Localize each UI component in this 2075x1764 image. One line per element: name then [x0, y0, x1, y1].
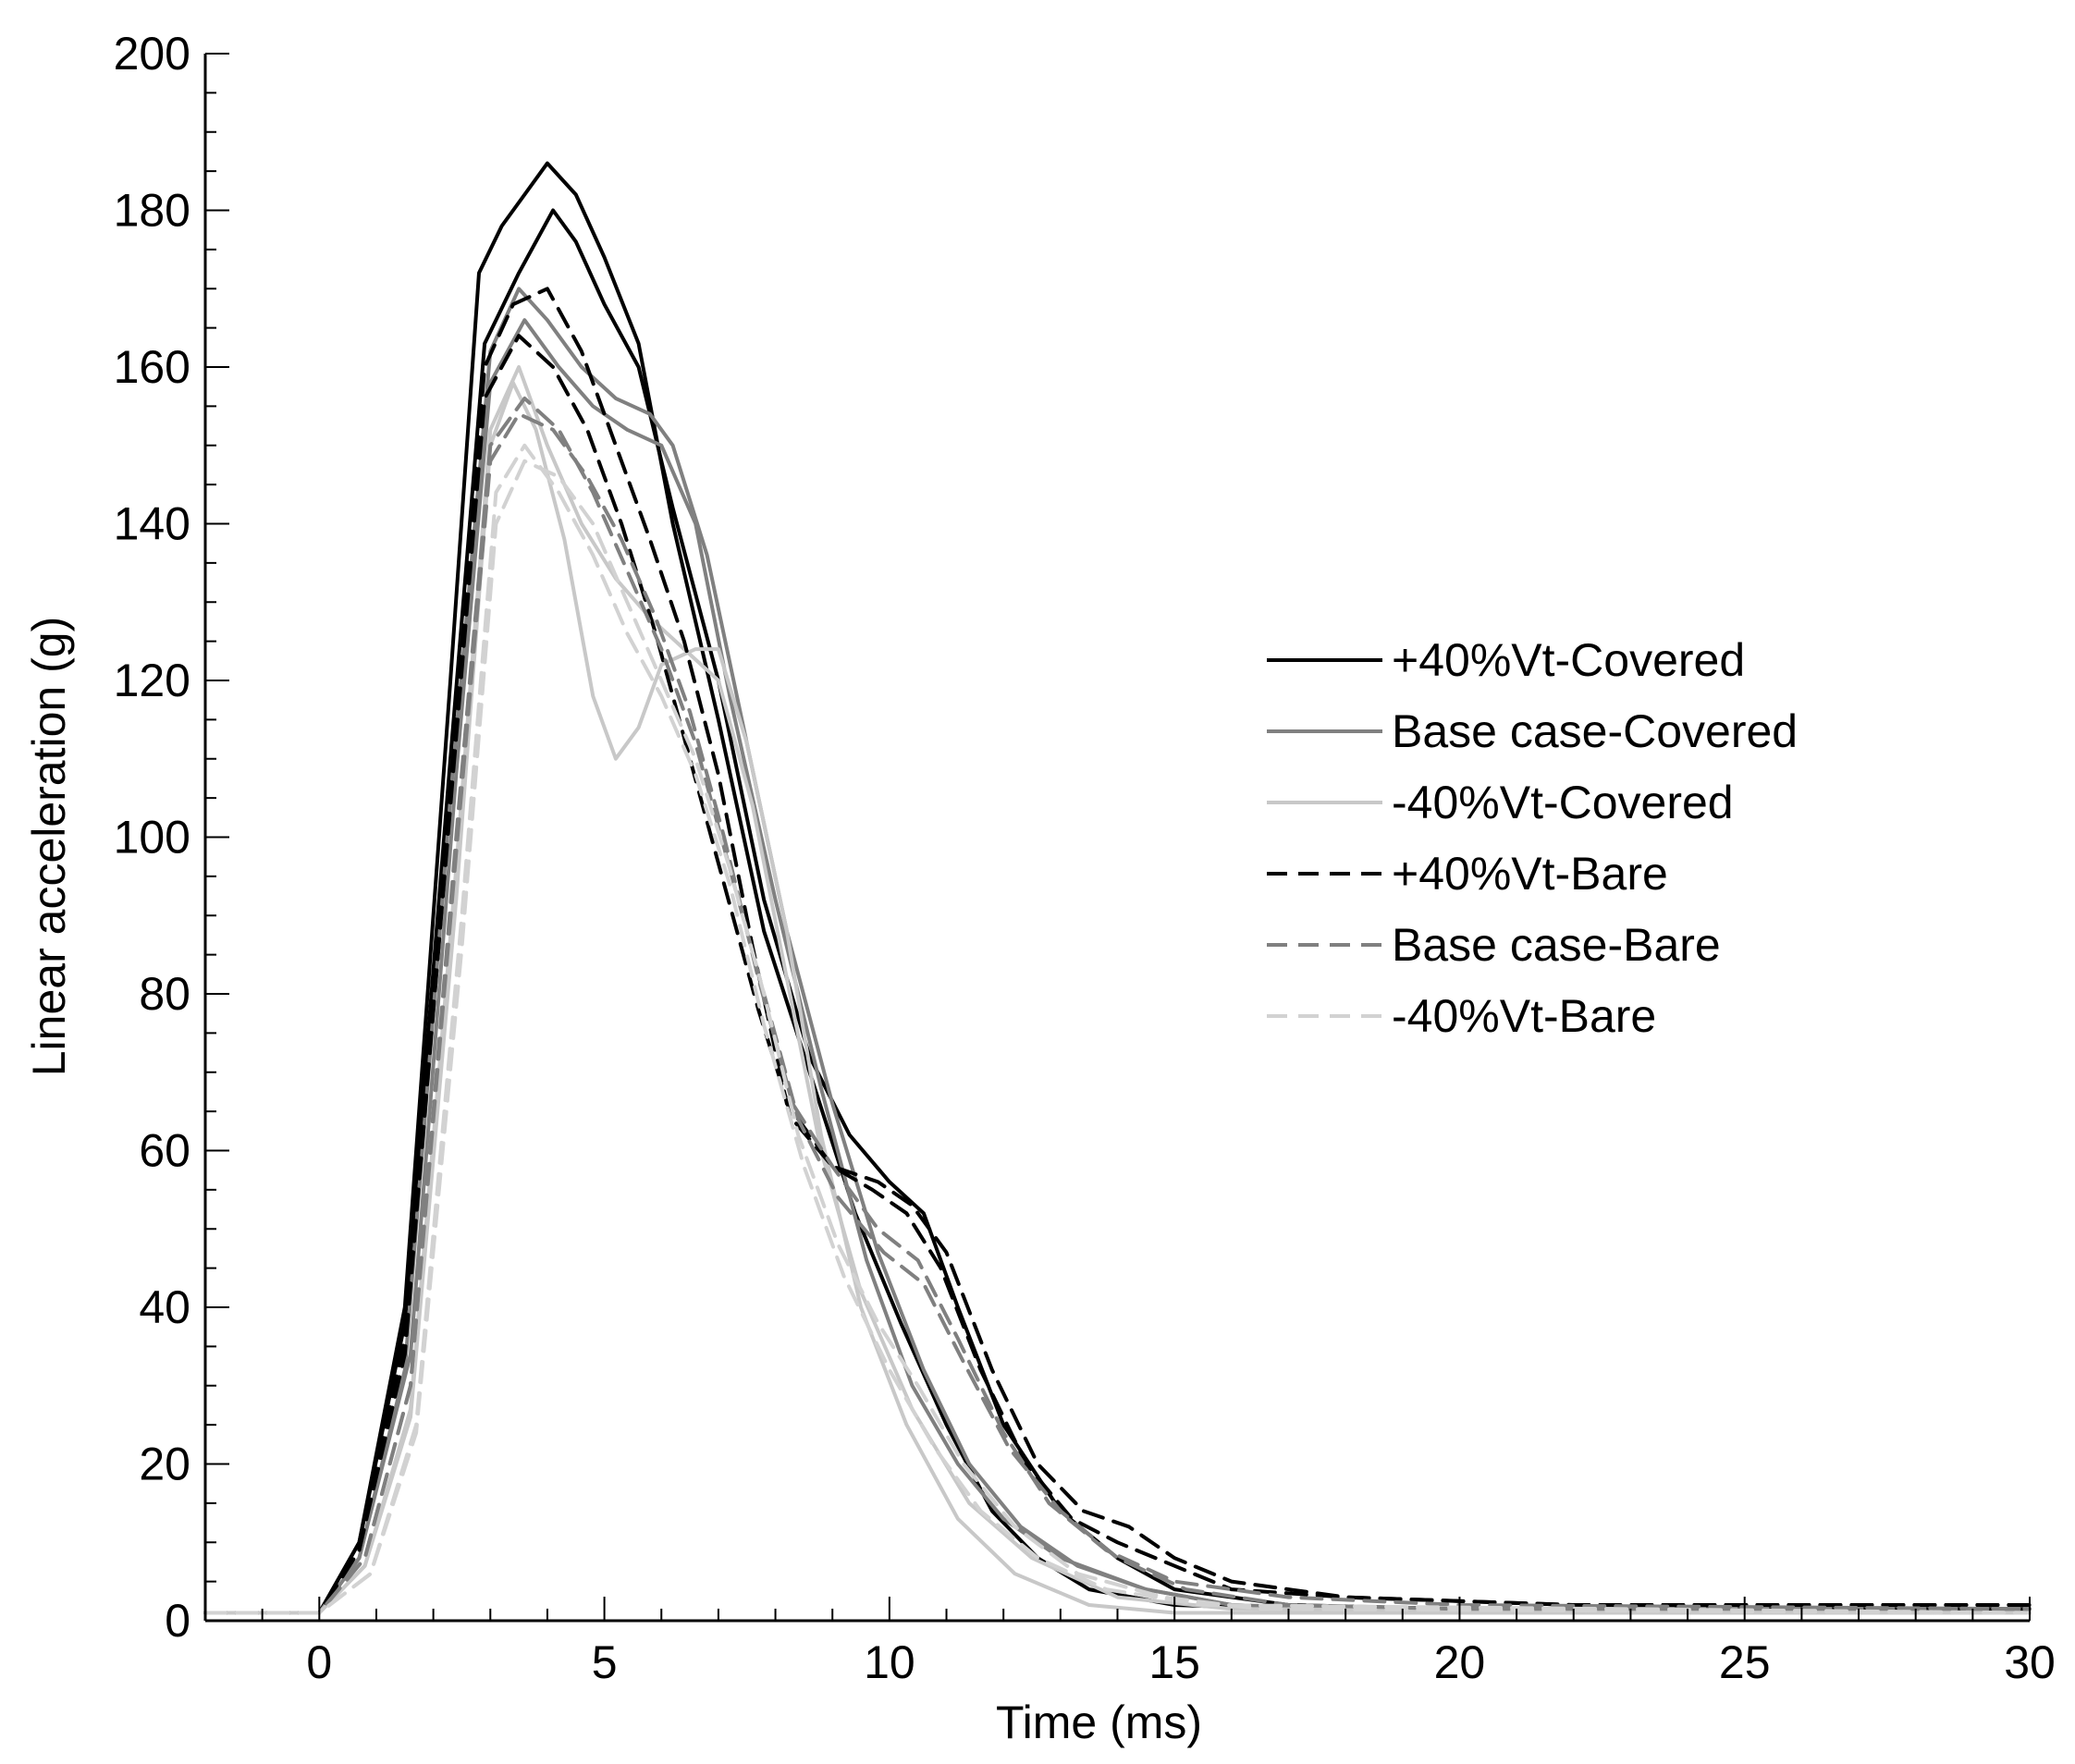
series-line--40-vt-bare-2 — [203, 443, 2032, 1615]
y-tick-label: 140 — [114, 498, 190, 550]
series-line--40-vt-bare-1 — [203, 459, 2032, 1615]
x-tick-label: 5 — [592, 1636, 618, 1688]
x-ticks: 0 5 10 15 20 25 30 — [204, 1597, 2056, 1688]
x-tick-label: 15 — [1148, 1636, 1200, 1688]
y-tick-label: 60 — [139, 1125, 190, 1177]
x-axis-title: Time (ms) — [996, 1697, 1202, 1748]
series-line-base-case-covered-2 — [203, 318, 2032, 1615]
y-tick-label: 200 — [114, 28, 190, 80]
series-line--40-vt-bare-1 — [203, 287, 2032, 1615]
legend-label: +40%Vt-Covered — [1392, 634, 1745, 686]
x-tick-label: 25 — [1719, 1636, 1771, 1688]
legend-label: -40%Vt-Covered — [1392, 777, 1734, 828]
y-tick-label: 80 — [139, 968, 190, 1020]
series-line--40-vt-covered-1 — [203, 381, 2032, 1615]
y-axis-title: Linear acceleration (g) — [23, 617, 75, 1077]
legend-label: Base case-Covered — [1392, 705, 1798, 757]
y-ticks: 0 20 40 60 80 100 120 140 160 180 200 — [114, 28, 229, 1647]
x-tick-label: 30 — [2004, 1636, 2056, 1688]
y-tick-label: 0 — [165, 1595, 190, 1647]
x-tick-label: 20 — [1434, 1636, 1486, 1688]
legend-label: -40%Vt-Bare — [1392, 990, 1656, 1042]
legend: +40%Vt-Covered Base case-Covered -40%Vt-Co… — [1267, 634, 1798, 1042]
legend-label: +40%Vt-Bare — [1392, 848, 1668, 900]
legend-label: Base case-Bare — [1392, 919, 1721, 971]
y-tick-label: 120 — [114, 655, 190, 706]
y-tick-label: 180 — [114, 185, 190, 237]
curves-layer — [203, 161, 2032, 1615]
plot-area: 0 5 10 15 20 25 30 0 20 40 60 80 100 120 140 160 180 200 — [114, 28, 2056, 1688]
series-line--40-vt-covered-2 — [203, 365, 2032, 1615]
series-line--40-vt-covered-1 — [203, 161, 2032, 1615]
y-tick-label: 40 — [139, 1281, 190, 1333]
y-tick-label: 100 — [114, 812, 190, 864]
axes-layer: 0 5 10 15 20 25 30 0 20 40 60 80 100 120 140 160 180 200 — [114, 28, 2056, 1688]
series-line-base-case-bare-2 — [203, 396, 2032, 1615]
y-tick-label: 160 — [114, 341, 190, 393]
y-tick-label: 20 — [139, 1439, 190, 1490]
x-tick-label: 0 — [306, 1636, 332, 1688]
x-tick-label: 10 — [864, 1636, 915, 1688]
